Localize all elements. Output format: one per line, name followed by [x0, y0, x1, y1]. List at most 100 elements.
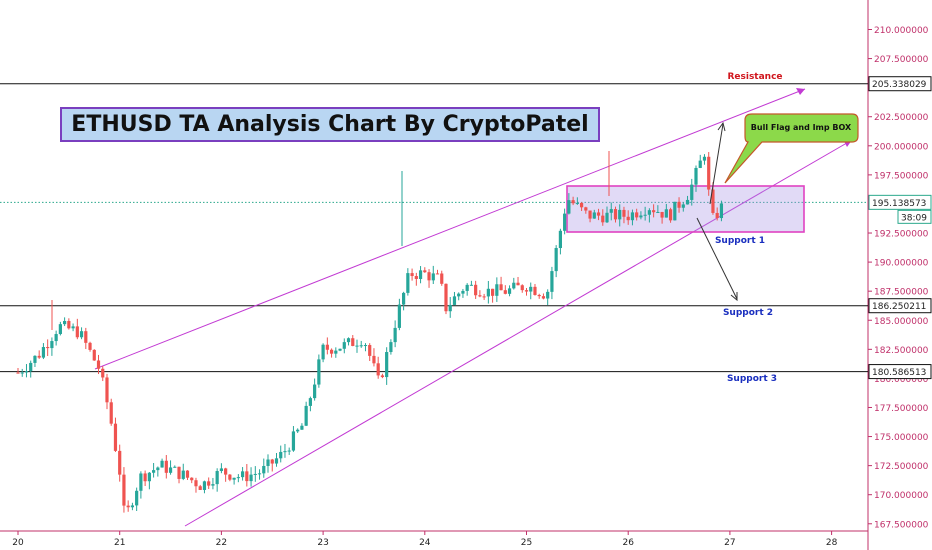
candle-body[interactable] — [313, 384, 317, 399]
candle-body[interactable] — [563, 213, 567, 231]
candle-body[interactable] — [660, 211, 664, 218]
candle-body[interactable] — [380, 375, 385, 378]
candle-body[interactable] — [575, 202, 579, 204]
candle-body[interactable] — [168, 467, 173, 473]
candle-body[interactable] — [630, 212, 635, 221]
candle-body[interactable] — [363, 345, 368, 347]
bull-flag-box[interactable] — [566, 185, 805, 233]
candle-body[interactable] — [372, 355, 376, 364]
candle-body[interactable] — [546, 291, 550, 299]
candle-body[interactable] — [54, 334, 58, 342]
candle-body[interactable] — [495, 284, 499, 296]
candle-body[interactable] — [482, 296, 486, 298]
candle-body[interactable] — [160, 460, 164, 468]
candle-body[interactable] — [219, 468, 223, 472]
candle-body[interactable] — [109, 402, 113, 424]
candle-body[interactable] — [156, 467, 160, 471]
candle-body[interactable] — [135, 490, 139, 506]
candle-body[interactable] — [63, 320, 67, 325]
candle-body[interactable] — [20, 372, 24, 374]
candle-body[interactable] — [346, 338, 351, 343]
candle-body[interactable] — [668, 209, 673, 221]
wedge-lower-line[interactable] — [184, 139, 853, 527]
candle-body[interactable] — [596, 212, 601, 216]
candle-body[interactable] — [37, 355, 41, 358]
candle-body[interactable] — [202, 481, 207, 490]
candle-body[interactable] — [29, 362, 33, 372]
candle-body[interactable] — [457, 293, 461, 297]
candle-body[interactable] — [215, 471, 219, 485]
candle-body[interactable] — [626, 216, 630, 221]
candle-body[interactable] — [647, 210, 651, 215]
candle-body[interactable] — [664, 209, 668, 218]
candle-body[interactable] — [558, 230, 562, 249]
candle-body[interactable] — [486, 288, 490, 297]
candle-body[interactable] — [685, 199, 690, 205]
candle-body[interactable] — [177, 466, 181, 479]
candle-body[interactable] — [465, 284, 469, 291]
candle-body[interactable] — [397, 304, 401, 328]
candle-body[interactable] — [224, 468, 228, 475]
candle-body[interactable] — [240, 471, 245, 478]
candle-body[interactable] — [75, 326, 79, 338]
candle-body[interactable] — [96, 360, 101, 369]
candle-body[interactable] — [533, 286, 537, 295]
candle-body[interactable] — [262, 465, 266, 474]
candle-body[interactable] — [635, 212, 639, 218]
candle-body[interactable] — [622, 209, 626, 217]
candle-body[interactable] — [190, 477, 194, 481]
wedge-upper-line[interactable] — [94, 88, 806, 370]
candle-body[interactable] — [499, 284, 503, 291]
candle-body[interactable] — [253, 473, 257, 475]
candle-body[interactable] — [122, 474, 126, 506]
candle-body[interactable] — [507, 288, 512, 294]
candle-body[interactable] — [711, 189, 715, 213]
candle-body[interactable] — [440, 273, 444, 284]
candle-body[interactable] — [652, 210, 656, 213]
candle-body[interactable] — [402, 292, 406, 305]
candle-body[interactable] — [592, 212, 596, 219]
candle-body[interactable] — [329, 349, 334, 354]
candle-body[interactable] — [588, 210, 592, 219]
candle-body[interactable] — [516, 282, 520, 286]
candle-body[interactable] — [698, 160, 702, 168]
candle-body[interactable] — [287, 450, 291, 452]
candle-body[interactable] — [126, 505, 130, 508]
candle-body[interactable] — [643, 214, 647, 216]
candle-body[interactable] — [308, 398, 312, 406]
candle-body[interactable] — [639, 215, 643, 218]
candle-body[interactable] — [317, 359, 321, 385]
candle-body[interactable] — [719, 203, 724, 219]
candle-body[interactable] — [656, 211, 660, 213]
candle-body[interactable] — [173, 466, 177, 468]
candle-body[interactable] — [245, 471, 249, 482]
candle-body[interactable] — [236, 477, 240, 479]
candle-body[interactable] — [334, 350, 338, 354]
candle-body[interactable] — [283, 451, 287, 453]
candle-body[interactable] — [584, 207, 588, 211]
candle-body[interactable] — [448, 304, 452, 312]
candle-body[interactable] — [16, 372, 20, 374]
candle-body[interactable] — [503, 290, 507, 294]
candle-body[interactable] — [291, 431, 296, 451]
candle-body[interactable] — [24, 371, 29, 373]
candle-body[interactable] — [444, 283, 448, 312]
candle-body[interactable] — [338, 348, 342, 351]
candle-body[interactable] — [143, 473, 147, 482]
candle-body[interactable] — [300, 425, 304, 430]
candle-body[interactable] — [249, 474, 253, 482]
candle-body[interactable] — [257, 473, 262, 475]
candle-body[interactable] — [520, 285, 524, 291]
candle-body[interactable] — [571, 200, 575, 204]
candle-body[interactable] — [88, 342, 92, 350]
candle-body[interactable] — [524, 290, 529, 292]
candle-body[interactable] — [113, 423, 118, 451]
candle-body[interactable] — [296, 429, 300, 432]
candle-body[interactable] — [601, 215, 605, 223]
candle-body[interactable] — [673, 201, 677, 221]
candle-body[interactable] — [152, 470, 156, 473]
candle-body[interactable] — [376, 363, 380, 376]
candle-body[interactable] — [469, 284, 474, 286]
candle-body[interactable] — [690, 184, 694, 200]
